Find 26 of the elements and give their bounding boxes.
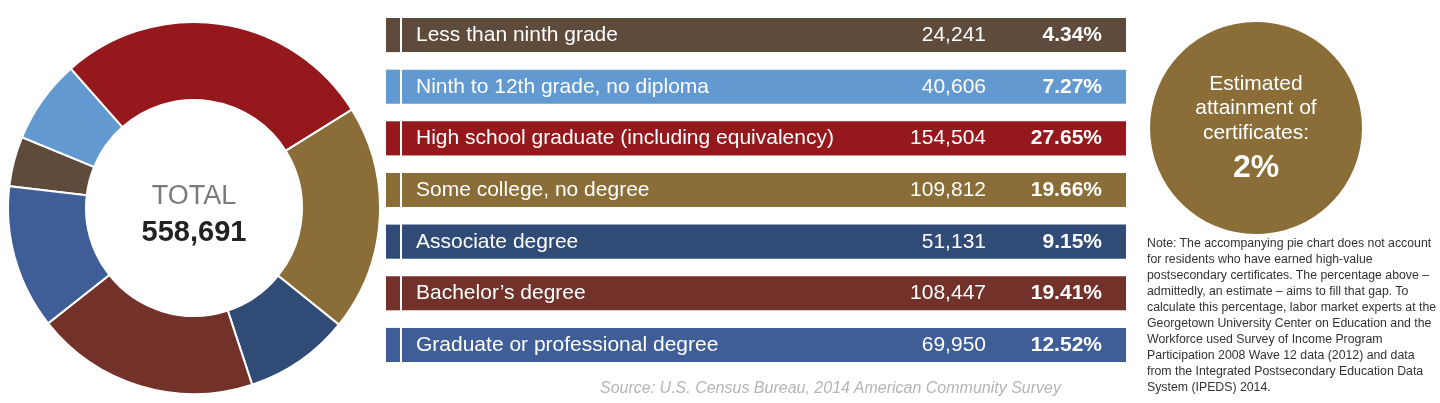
legend-label: Graduate or professional degree xyxy=(416,331,719,355)
data-label: 154,504 xyxy=(910,125,987,149)
data-label: 108,447 xyxy=(910,280,986,304)
text: Note: The accompanying pie chart does not account for residents who have earned high-value postsecondary certificates. The percentage above – admittedly, an estimate – aims to fill that gap. To calculate this percentage, labor market experts at the Georgetown University Center on Education and the Workforce used Survey of Income Program Participation 2008 Wave 12 data (2012) and data from the Integrated Postsecondary Education Data System (IPEDS) 2014. xyxy=(1147,236,1437,394)
legend-label: Some college, no degree xyxy=(416,177,650,200)
text: 19.66% xyxy=(1030,177,1103,200)
data-label: 69,950 xyxy=(921,331,986,355)
legend-label: Associate degree xyxy=(416,228,579,252)
text: 7.27% xyxy=(1042,73,1103,97)
text: TOTAL xyxy=(151,180,237,210)
text: 12.52% xyxy=(1030,331,1103,355)
legend-label: Less than ninth grade xyxy=(416,22,618,46)
legend-label: Ninth to 12th grade, no diploma xyxy=(416,73,710,97)
data-label: 109,812 xyxy=(910,177,986,200)
text: 27.65% xyxy=(1030,125,1103,149)
text: 19.41% xyxy=(1030,280,1103,304)
data-label: 40,606 xyxy=(921,73,986,97)
circle-badge: Estimated attainment of certificates: 2% xyxy=(1150,22,1362,234)
data-label: 51,131 xyxy=(921,228,986,252)
source-note: Source: U.S. Census Bureau, 2014 American Community Survey xyxy=(600,379,1061,397)
legend-label: High school graduate (including equivalency) xyxy=(416,125,834,149)
text: 9.15% xyxy=(1042,228,1103,252)
legend-label: Bachelor’s degree xyxy=(416,280,586,304)
text: 558,691 xyxy=(141,215,247,247)
text: 4.34% xyxy=(1042,22,1103,46)
data-label: 24,241 xyxy=(921,22,986,46)
